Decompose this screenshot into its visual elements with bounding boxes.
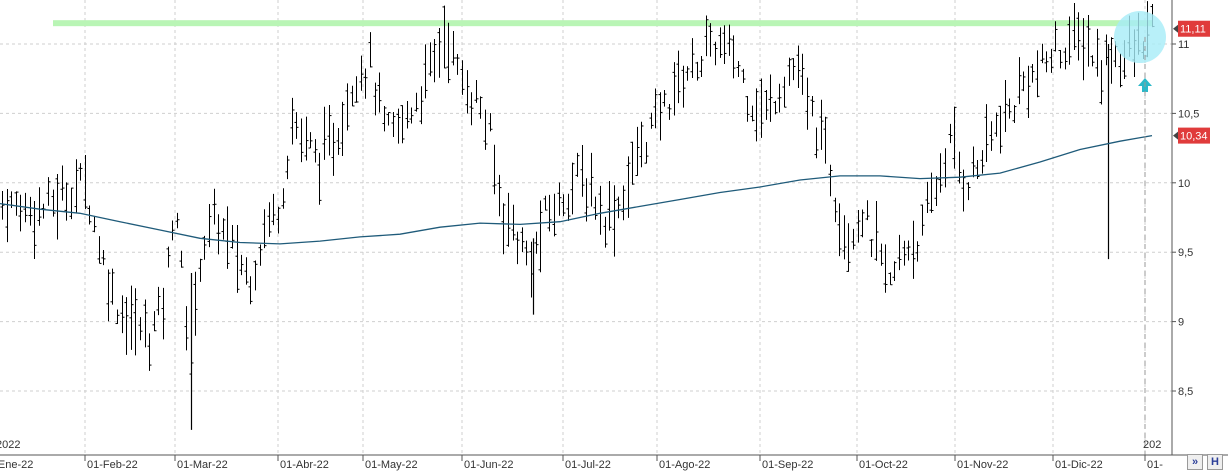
year-label-left: 2022	[0, 439, 20, 451]
resistance-band	[53, 20, 1152, 27]
x-tick-label: 01-Jun-22	[464, 459, 514, 471]
y-tick-label: 9	[1178, 317, 1184, 329]
x-tick-label: 01-Dic-22	[1055, 459, 1103, 471]
y-axis-ticks: 8,5 9 9,5 10 10,5 11	[1172, 39, 1199, 398]
x-tick-label: 01-Sep-22	[762, 459, 813, 471]
x-tick-label: 01-Abr-22	[280, 459, 329, 471]
price-tag-pointer	[1173, 131, 1178, 140]
h-icon: H	[1211, 456, 1219, 468]
x-tick-label: 01-May-22	[365, 459, 418, 471]
y-tick-label: 10	[1178, 178, 1190, 190]
x-tick-label: 01-Nov-22	[957, 459, 1008, 471]
price-tag	[1178, 20, 1210, 37]
highlight-circle	[1114, 11, 1166, 64]
x-tick-label: 01-Feb-22	[87, 459, 138, 471]
price-bars	[0, 1, 1155, 430]
scroll-right-button[interactable]: »	[1187, 454, 1203, 470]
x-tick-label: 01-Ago-22	[659, 459, 710, 471]
price-tag	[1178, 127, 1210, 144]
x-tick-label: 01-Ene-22	[0, 459, 33, 471]
price-tag-label: 10,34	[1180, 131, 1208, 143]
y-tick-label: 8,5	[1178, 386, 1193, 398]
x-tick-label: 01-Oct-22	[859, 459, 908, 471]
price-tag-label: 11,11	[1180, 24, 1206, 36]
settings-button[interactable]: H	[1207, 454, 1223, 470]
year-label-right: 202	[1143, 439, 1161, 451]
grid-lines	[0, 0, 1172, 455]
double-chevron-icon: »	[1191, 456, 1199, 468]
x-axis-ticks: 01-Ene-22 01-Feb-22 01-Mar-22 01-Abr-22 01-M…	[0, 455, 1163, 471]
moving-average-line	[0, 134, 1153, 245]
y-tick-label: 9,5	[1178, 247, 1193, 259]
x-tick-label: 01-Jul-22	[565, 459, 611, 471]
y-tick-label: 11	[1178, 39, 1189, 51]
x-tick-label: 01-Mar-22	[177, 459, 228, 471]
x-tick-label: 01-	[1147, 459, 1163, 471]
price-tag-pointer	[1173, 24, 1178, 33]
price-tags: 11,11 10,34	[1173, 20, 1210, 144]
y-tick-label: 10,5	[1178, 108, 1199, 120]
